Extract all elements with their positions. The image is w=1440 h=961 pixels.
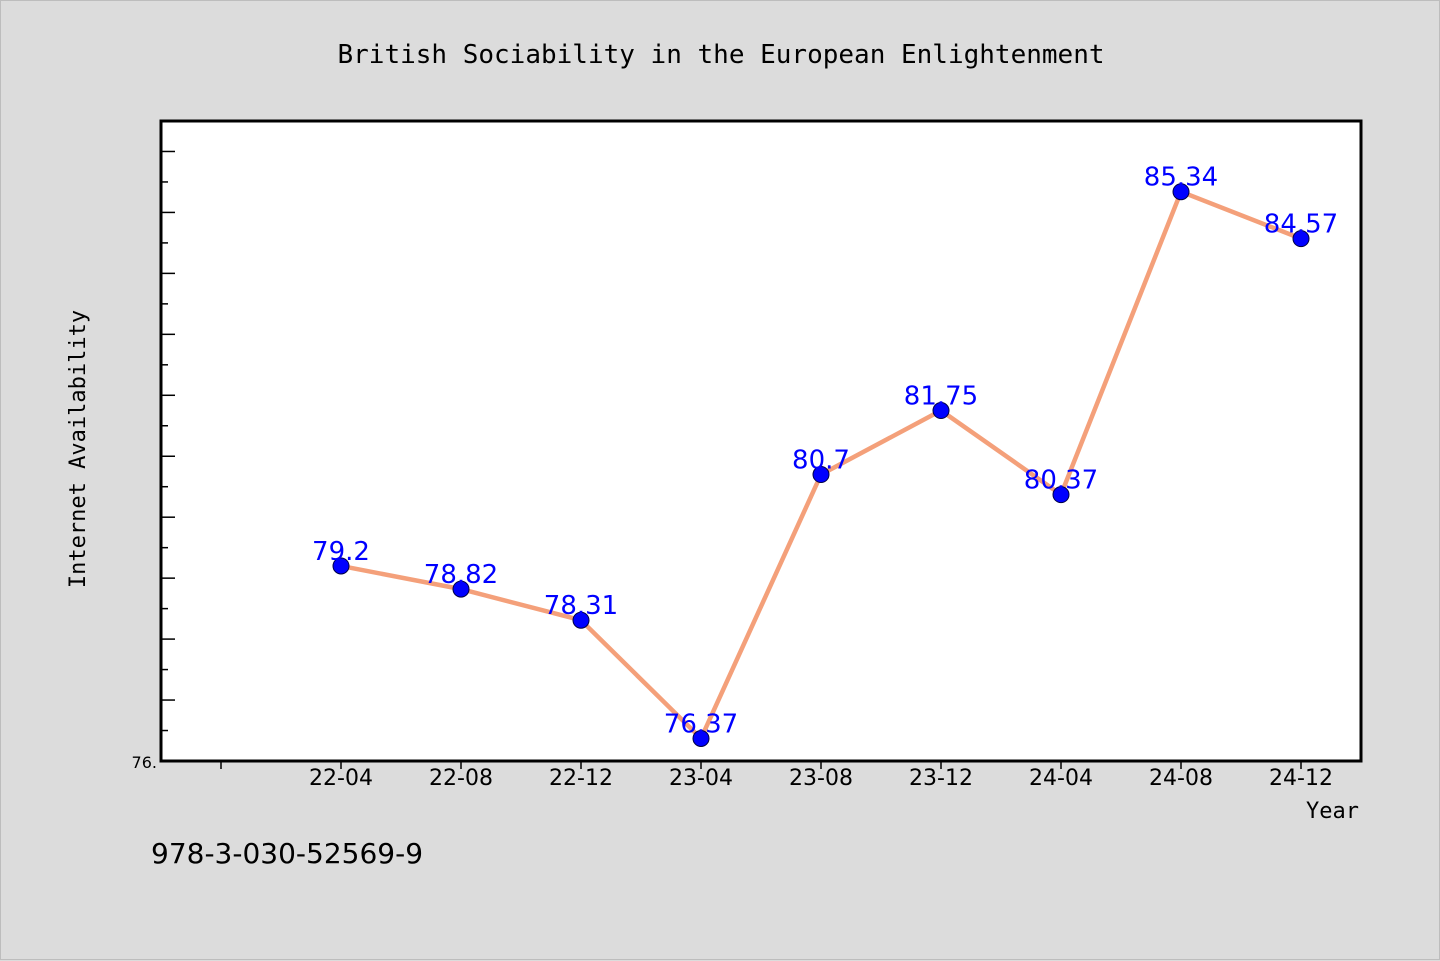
data-label: 79.2 bbox=[312, 537, 370, 567]
y-axis-label: Internet Availability bbox=[66, 310, 91, 588]
chart-title: British Sociability in the European Enli… bbox=[337, 40, 1104, 70]
plot-area bbox=[159, 119, 1363, 763]
x-tick-label: 22-12 bbox=[549, 766, 613, 791]
data-point bbox=[572, 611, 590, 629]
data-label: 80.37 bbox=[1024, 466, 1098, 496]
y-axis-ticks bbox=[161, 120, 175, 762]
data-point bbox=[812, 466, 830, 484]
x-tick-label: 22-08 bbox=[429, 766, 493, 791]
x-tick-label: 23-08 bbox=[789, 766, 853, 791]
data-point bbox=[452, 580, 470, 598]
x-tick-label: 24-04 bbox=[1029, 766, 1093, 791]
data-labels: 79.2 78.82 78.31 76.37 80.7 81.75 80.37 85.34 84… bbox=[312, 163, 1338, 740]
data-point bbox=[932, 402, 950, 420]
x-tick-label: 23-04 bbox=[669, 766, 733, 791]
x-tick-label: 24-08 bbox=[1149, 766, 1213, 791]
data-label: 78.31 bbox=[544, 591, 618, 621]
data-point bbox=[1172, 183, 1190, 201]
x-tick-label: 24-12 bbox=[1269, 766, 1333, 791]
x-axis-ticks: 22-04 22-08 22-12 23-04 23-08 23-12 24-04 24-08… bbox=[220, 761, 1333, 791]
data-point bbox=[1052, 486, 1070, 504]
y-tick-label: 76. bbox=[132, 753, 157, 772]
data-label: 76.37 bbox=[664, 709, 738, 739]
data-label: 80.7 bbox=[792, 446, 850, 476]
isbn-text: 978-3-030-52569-9 bbox=[151, 837, 423, 870]
data-label: 78.82 bbox=[424, 560, 498, 590]
data-point bbox=[332, 557, 350, 575]
x-tick-label: 23-12 bbox=[909, 766, 973, 791]
data-point bbox=[1292, 230, 1310, 248]
data-label: 81.75 bbox=[904, 382, 978, 412]
data-markers bbox=[332, 183, 1310, 747]
x-axis-label: Year bbox=[1306, 799, 1359, 824]
x-tick-label: 22-04 bbox=[309, 766, 373, 791]
data-label: 85.34 bbox=[1144, 163, 1218, 193]
data-point bbox=[692, 729, 710, 747]
data-label: 84.57 bbox=[1264, 210, 1338, 240]
